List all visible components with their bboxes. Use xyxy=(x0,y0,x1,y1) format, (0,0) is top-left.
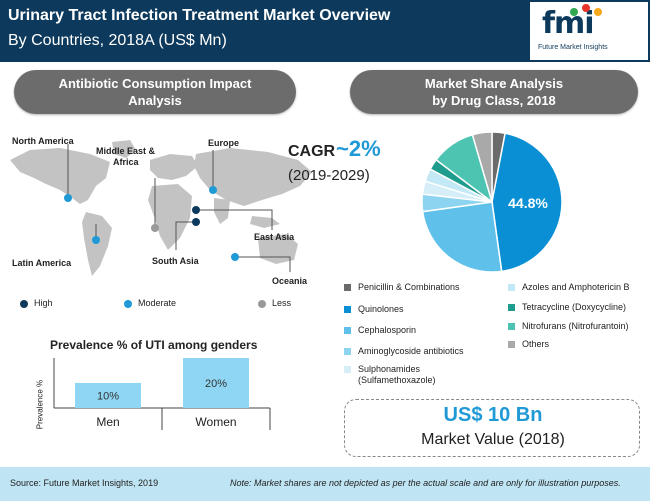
gender-category-label: Men xyxy=(96,415,119,429)
logo-dot-icon xyxy=(594,8,602,16)
logo-dot-icon xyxy=(570,8,578,16)
cagr-period: (2019-2029) xyxy=(288,167,370,184)
high-dot-icon xyxy=(20,299,28,308)
legend-moderate-label: Moderate xyxy=(138,298,177,308)
cagr-label: CAGR xyxy=(288,143,336,160)
gender-bar xyxy=(183,358,249,408)
legend-less: Less xyxy=(258,298,291,308)
gender-bar-chart: 10% Men 20% Women xyxy=(53,358,271,430)
region-label-europe: Europe xyxy=(208,138,240,148)
gender-category-label: Women xyxy=(195,415,236,429)
aminoglycoside-swatch-icon xyxy=(344,348,351,355)
latin-america-dot xyxy=(92,236,100,244)
moderate-dot-icon xyxy=(124,299,132,308)
leader-lines xyxy=(67,144,291,272)
pie-slice xyxy=(491,132,563,273)
drug-legend-label: Azoles and Amphotericin B xyxy=(522,282,630,292)
drug-legend-label: Quinolones xyxy=(358,304,404,314)
tetracycline-swatch-icon xyxy=(508,304,515,311)
legend-high-label: High xyxy=(34,298,53,308)
nitrofurans-swatch-icon xyxy=(508,323,515,330)
region-label-south-asia: South Asia xyxy=(152,256,199,266)
impact-section-heading: Antibiotic Consumption Impact Analysis xyxy=(14,70,296,114)
pie-slice xyxy=(421,201,503,273)
region-label-mea: Middle East & Africa xyxy=(96,146,155,168)
page-subtitle: By Countries, 2018A (US$ Mn) xyxy=(8,32,227,49)
drug-legend-label-line1: Sulphonamides xyxy=(358,364,421,374)
drug-legend-label: Others xyxy=(522,339,550,349)
drug-legend-label: Sulphonamides (Sulfamethoxazole) xyxy=(358,364,436,386)
mea-dot xyxy=(151,224,159,232)
cephalosporin-swatch-icon xyxy=(344,327,351,334)
fmi-logo: fmi Future Market Insights xyxy=(530,2,648,60)
region-label-east-asia: East Asia xyxy=(254,232,295,242)
drug-class-pie-chart: 44.8% xyxy=(421,131,563,273)
pie-highlight-label: 44.8% xyxy=(508,195,548,211)
gender-bar-value-label: 10% xyxy=(97,391,119,403)
pie-slice xyxy=(471,131,493,203)
drug-legend-label: Nitrofurans (Nitrofurantoin) xyxy=(522,321,629,331)
drug-legend-label: Cephalosporin xyxy=(358,325,417,335)
gender-chart-title: Prevalence % of UTI among genders xyxy=(50,338,258,352)
drug-legend-label: Tetracycline (Doxycycline) xyxy=(522,302,627,312)
region-label-latin-america: Latin America xyxy=(12,258,72,268)
north-america-dot xyxy=(64,194,72,202)
region-label-mea-line1: Middle East & xyxy=(96,146,156,156)
share-title-line2: by Drug Class, 2018 xyxy=(432,93,556,108)
world-map: North America Middle East & Africa Europ… xyxy=(0,120,335,290)
market-value-amount: US$ 10 Bn xyxy=(443,404,543,426)
footer: Source: Future Market Insights, 2019 Not… xyxy=(0,467,650,501)
market-value-label: Market Value (2018) xyxy=(421,431,565,448)
region-label-oceania: Oceania xyxy=(272,276,308,286)
page-title: Urinary Tract Infection Treatment Market… xyxy=(8,7,391,24)
region-label-mea-line2: Africa xyxy=(113,157,139,167)
header-banner: Urinary Tract Infection Treatment Market… xyxy=(0,0,650,62)
legend-moderate: Moderate xyxy=(124,298,176,308)
less-dot-icon xyxy=(258,299,266,308)
sulphonamides-swatch-icon xyxy=(344,366,351,373)
east-asia-dot xyxy=(192,206,200,214)
cagr-value: ~2% xyxy=(336,136,381,161)
oceania-dot xyxy=(231,253,239,261)
footer-source: Source: Future Market Insights, 2019 xyxy=(10,478,159,488)
gender-bar xyxy=(75,383,141,408)
south-asia-dot xyxy=(192,218,200,226)
market-value-box: US$ 10 Bn Market Value (2018) xyxy=(344,399,640,457)
footer-note: Note: Market shares are not depicted as … xyxy=(230,478,621,488)
logo-text: Future Market Insights xyxy=(538,44,608,51)
drug-legend-label: Penicillin & Combinations xyxy=(358,282,460,292)
region-label-north-america: North America xyxy=(12,136,74,146)
pie-slices xyxy=(421,131,563,273)
share-section-heading: Market Share Analysis by Drug Class, 201… xyxy=(350,70,638,114)
impact-title-line1: Antibiotic Consumption Impact xyxy=(58,76,252,91)
gender-bars: 10% Men 20% Women xyxy=(75,358,249,429)
legend-less-label: Less xyxy=(272,298,292,308)
quinolones-swatch-icon xyxy=(344,306,351,313)
world-map-graphic xyxy=(10,140,312,276)
europe-dot xyxy=(209,186,217,194)
share-title-line1: Market Share Analysis xyxy=(424,76,564,91)
penicillin-swatch-icon xyxy=(344,284,351,291)
azoles-swatch-icon xyxy=(508,284,515,291)
drug-legend-label: Aminoglycoside antibiotics xyxy=(358,346,464,356)
others-swatch-icon xyxy=(508,341,515,348)
gender-bar-value-label: 20% xyxy=(205,378,227,390)
logo-dot-icon xyxy=(582,4,590,12)
drug-legend-label-line2: (Sulfamethoxazole) xyxy=(358,375,436,385)
impact-title-line2: Analysis xyxy=(128,93,182,108)
legend-high: High xyxy=(20,298,53,308)
map-landmass xyxy=(10,140,312,276)
impact-legend: High Moderate Less xyxy=(20,298,320,312)
